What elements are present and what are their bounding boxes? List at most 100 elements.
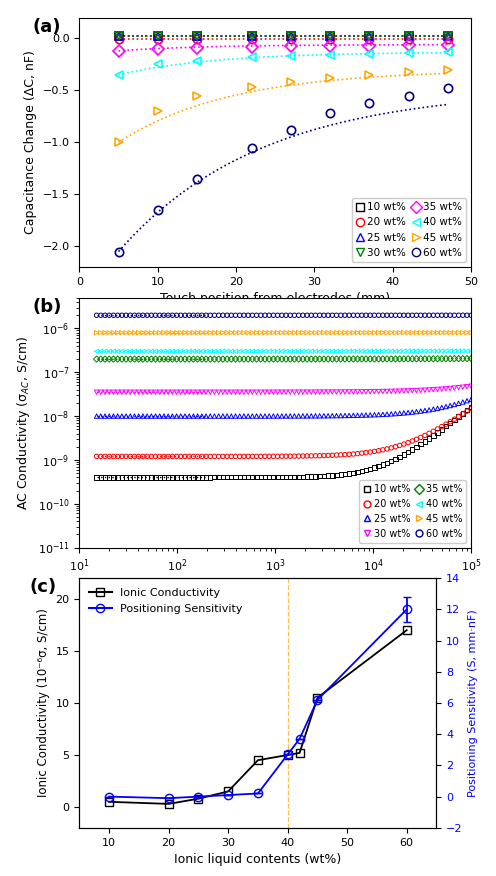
Point <box>354 385 362 399</box>
Point <box>455 351 463 365</box>
Point <box>274 449 282 463</box>
Point <box>413 326 421 340</box>
Point <box>324 344 332 358</box>
Point <box>308 352 315 366</box>
Point <box>130 352 138 366</box>
Point <box>269 409 277 423</box>
Point <box>328 352 336 366</box>
Point <box>332 468 340 482</box>
Point <box>295 449 303 463</box>
Point <box>147 470 155 484</box>
Point <box>135 352 143 366</box>
Point <box>459 406 467 420</box>
Point <box>202 352 210 366</box>
Point <box>252 449 260 463</box>
Point <box>160 409 168 423</box>
Point <box>316 449 324 463</box>
Point <box>252 352 260 366</box>
Point <box>438 308 446 322</box>
Point <box>114 352 122 366</box>
Point <box>303 470 311 484</box>
Point <box>413 344 421 358</box>
Point <box>450 413 458 427</box>
Point <box>383 326 391 340</box>
Point <box>152 409 160 423</box>
Point <box>202 385 210 399</box>
Point <box>311 352 319 366</box>
Point <box>261 385 269 399</box>
Point <box>396 326 404 340</box>
Point <box>391 344 399 358</box>
Point <box>93 344 101 358</box>
Point <box>366 326 374 340</box>
Point <box>337 308 345 322</box>
Point <box>244 344 252 358</box>
Point <box>337 468 345 482</box>
Point <box>232 385 240 399</box>
Point <box>177 385 185 399</box>
Point <box>371 308 378 322</box>
Point <box>248 385 256 399</box>
Point <box>101 344 109 358</box>
Point <box>93 308 101 322</box>
Point <box>316 385 324 399</box>
Point <box>97 409 105 423</box>
Point <box>177 344 185 358</box>
Point <box>282 385 290 399</box>
Point <box>379 457 387 471</box>
Point <box>130 326 138 340</box>
Point <box>227 344 235 358</box>
Point <box>261 326 269 340</box>
Point <box>93 470 101 484</box>
Point <box>332 326 340 340</box>
Point <box>417 308 425 322</box>
Point <box>181 470 189 484</box>
Point <box>223 449 231 463</box>
Point <box>341 408 349 422</box>
Point <box>299 449 307 463</box>
Point <box>164 308 172 322</box>
Point <box>362 446 370 460</box>
Point <box>101 352 109 366</box>
Point <box>434 308 441 322</box>
Point <box>236 470 244 484</box>
Point <box>413 405 421 419</box>
Point <box>328 308 336 322</box>
Point <box>430 424 437 438</box>
Point <box>215 470 223 484</box>
Point <box>274 409 282 423</box>
Point <box>379 443 387 457</box>
Point <box>181 308 189 322</box>
Point <box>210 409 218 423</box>
Point <box>316 470 324 484</box>
Point <box>227 326 235 340</box>
Point <box>274 344 282 358</box>
Point <box>152 449 160 463</box>
Point <box>181 326 189 340</box>
Point <box>374 407 382 421</box>
Point <box>371 461 378 475</box>
Point <box>185 308 193 322</box>
Point <box>202 409 210 423</box>
Point <box>156 409 164 423</box>
Point <box>408 384 416 398</box>
Point <box>240 449 248 463</box>
Point <box>244 385 252 399</box>
Point <box>328 326 336 340</box>
Point <box>430 352 437 366</box>
Point <box>265 470 273 484</box>
Point <box>265 409 273 423</box>
Point <box>181 409 189 423</box>
Point <box>198 344 206 358</box>
Point <box>400 308 408 322</box>
Point <box>147 385 155 399</box>
Y-axis label: Capacitance Change (ΔC, nF): Capacitance Change (ΔC, nF) <box>24 51 37 234</box>
Point <box>311 344 319 358</box>
Point <box>446 326 454 340</box>
Point <box>173 409 181 423</box>
Point <box>291 470 299 484</box>
Point <box>185 385 193 399</box>
Point <box>299 326 307 340</box>
Point <box>236 352 244 366</box>
Point <box>455 410 463 424</box>
